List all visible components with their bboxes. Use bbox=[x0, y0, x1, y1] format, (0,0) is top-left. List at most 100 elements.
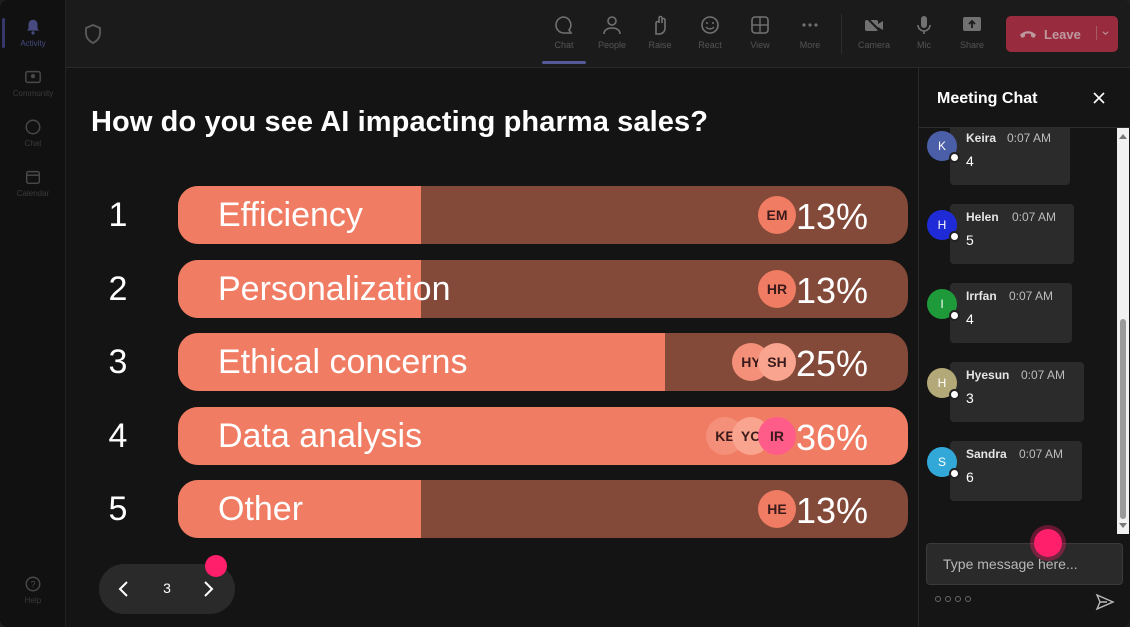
rail-label: Activity bbox=[20, 39, 46, 48]
voter-avatars: KE YO IR bbox=[706, 416, 796, 455]
option-label: Data analysis bbox=[218, 416, 423, 455]
chat-icon bbox=[25, 119, 41, 135]
toolbar-raise-button[interactable]: Raise bbox=[638, 8, 682, 62]
result-bar-fill bbox=[178, 186, 421, 244]
toolbar-people-button[interactable]: People bbox=[590, 8, 634, 62]
poll-option-row: 5 Other HE 13% bbox=[66, 480, 918, 538]
chat-message: Keira 0:07 AM 4 K bbox=[919, 128, 1117, 193]
emoji-icon[interactable] bbox=[955, 596, 961, 602]
option-percent: 13% bbox=[795, 196, 868, 237]
rail-item-chat[interactable]: Chat bbox=[0, 108, 66, 158]
people-icon bbox=[603, 16, 621, 35]
rail-item-calendar[interactable]: Calendar bbox=[0, 158, 66, 208]
message-time: 0:07 AM bbox=[1007, 131, 1052, 145]
raise-hand-icon bbox=[655, 15, 666, 35]
rail-item-activity[interactable]: Activity bbox=[0, 8, 66, 58]
rail-label: Community bbox=[12, 89, 54, 98]
poll-option-row: 1 Efficiency EM 13% bbox=[66, 186, 918, 244]
chevron-down-icon[interactable] bbox=[1096, 26, 1110, 40]
option-number: 2 bbox=[108, 269, 128, 308]
toolbar-label: View bbox=[750, 40, 770, 50]
svg-text:?: ? bbox=[30, 580, 35, 590]
chevron-right-icon bbox=[204, 581, 214, 597]
toolbar-share-button[interactable]: Share bbox=[950, 8, 994, 62]
chat-message: Helen 0:07 AM 5 H bbox=[919, 204, 1117, 272]
chat-title: Meeting Chat bbox=[937, 90, 1038, 107]
rail-item-community[interactable]: Community bbox=[0, 58, 66, 108]
share-icon bbox=[963, 17, 981, 31]
voter-avatars: HE bbox=[758, 490, 796, 528]
send-icon[interactable] bbox=[1095, 592, 1115, 612]
format-icon[interactable] bbox=[935, 596, 941, 602]
toolbar-more-button[interactable]: More bbox=[788, 8, 832, 62]
avatar: SH bbox=[758, 343, 796, 381]
presence-indicator bbox=[949, 231, 960, 242]
option-number: 5 bbox=[108, 490, 128, 528]
option-label: Other bbox=[218, 490, 304, 528]
message-bubble: Helen 0:07 AM 5 bbox=[950, 204, 1074, 264]
gif-icon[interactable] bbox=[965, 596, 971, 602]
meeting-toolbar: Chat People Raise React View More Camera bbox=[66, 0, 1130, 68]
rail-item-help[interactable]: ? Help bbox=[0, 565, 66, 615]
message-text: 5 bbox=[966, 232, 974, 248]
help-icon: ? bbox=[25, 576, 41, 592]
message-bubble: Irrfan 0:07 AM 4 bbox=[950, 283, 1072, 343]
chat-header: Meeting Chat bbox=[919, 68, 1130, 128]
toolbar-camera-button[interactable]: Camera bbox=[852, 8, 896, 62]
toolbar-label: More bbox=[799, 40, 821, 50]
shield-icon bbox=[85, 24, 101, 44]
mic-icon bbox=[917, 16, 931, 34]
toolbar-label: React bbox=[698, 40, 722, 50]
option-percent: 13% bbox=[795, 269, 868, 311]
presence-indicator bbox=[949, 389, 960, 400]
hang-up-icon bbox=[1020, 31, 1036, 38]
leave-button[interactable]: Leave bbox=[1006, 16, 1118, 52]
toolbar-mic-button[interactable]: Mic bbox=[902, 8, 946, 62]
message-time: 0:07 AM bbox=[1012, 210, 1057, 224]
result-bar: Efficiency EM 13% bbox=[178, 186, 908, 244]
message-time: 0:07 AM bbox=[1021, 368, 1066, 382]
chat-message: Hyesun 0:07 AM 3 H bbox=[919, 362, 1117, 430]
toolbar-react-button[interactable]: React bbox=[688, 8, 732, 62]
attach-icon[interactable] bbox=[945, 596, 951, 602]
toolbar-label: Raise bbox=[648, 40, 672, 50]
message-bubble: Sandra 0:07 AM 6 bbox=[950, 441, 1082, 501]
leave-label: Leave bbox=[1044, 26, 1081, 42]
scroll-up-arrow[interactable] bbox=[1119, 134, 1127, 139]
toolbar-divider bbox=[841, 14, 842, 54]
scroll-down-arrow[interactable] bbox=[1119, 523, 1127, 528]
message-time: 0:07 AM bbox=[1019, 447, 1064, 461]
chat-composer bbox=[926, 543, 1123, 585]
option-label: Ethical concerns bbox=[218, 343, 468, 381]
community-icon bbox=[25, 70, 41, 84]
chat-icon bbox=[555, 16, 573, 34]
option-label: Efficiency bbox=[218, 196, 363, 234]
toolbar-chat-button[interactable]: Chat bbox=[542, 8, 586, 64]
option-number: 3 bbox=[108, 343, 128, 381]
scrollbar-thumb[interactable] bbox=[1120, 319, 1126, 519]
avatar: HE bbox=[758, 490, 796, 528]
avatar[interactable]: K bbox=[927, 131, 957, 161]
toolbar-view-button[interactable]: View bbox=[738, 8, 782, 62]
poll-question: How do you see AI impacting pharma sales… bbox=[91, 106, 709, 138]
sender-name: Hyesun bbox=[966, 368, 1010, 382]
result-bar-fill bbox=[178, 333, 665, 391]
previous-slide-button[interactable] bbox=[111, 576, 137, 602]
presence-indicator bbox=[949, 468, 960, 479]
rail-label: Chat bbox=[24, 139, 42, 148]
next-slide-button[interactable] bbox=[195, 576, 221, 602]
toolbar-label: Chat bbox=[554, 40, 574, 50]
message-time: 0:07 AM bbox=[1009, 289, 1054, 303]
rail-label: Help bbox=[24, 596, 42, 605]
laser-pointer bbox=[205, 555, 227, 577]
toolbar-label: Camera bbox=[857, 40, 890, 50]
camera-icon bbox=[865, 16, 883, 34]
chat-message: Irrfan 0:07 AM 4 I bbox=[919, 283, 1117, 351]
poll-option-row: 2 Personalization HR 13% bbox=[66, 259, 918, 318]
react-icon bbox=[701, 16, 719, 34]
option-percent: 13% bbox=[795, 490, 868, 531]
close-icon[interactable] bbox=[1089, 88, 1109, 108]
chat-scrollbar[interactable] bbox=[1117, 128, 1129, 534]
message-input[interactable] bbox=[927, 544, 1122, 584]
